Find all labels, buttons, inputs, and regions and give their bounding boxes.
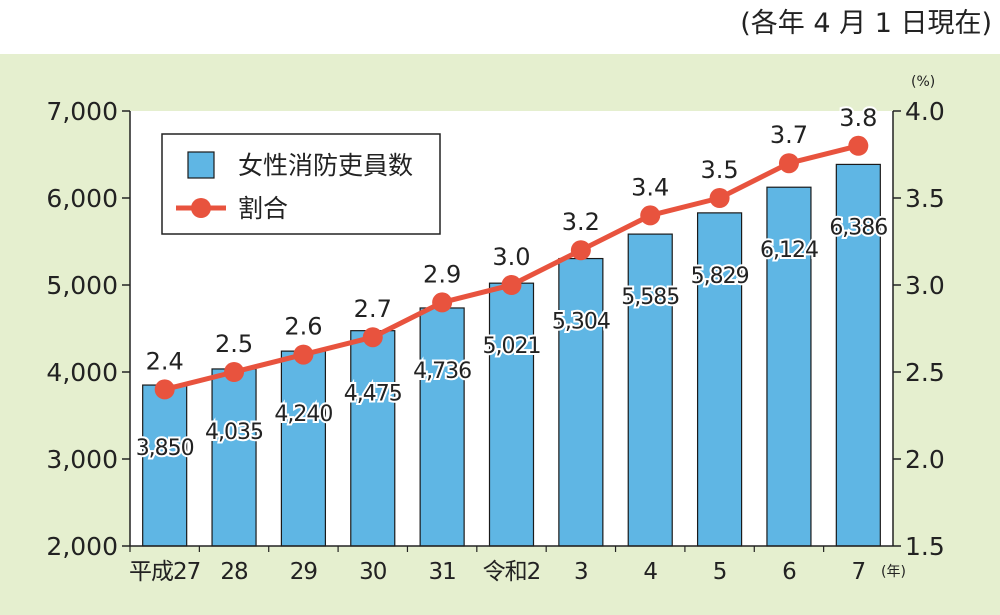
ratio-value-label: 2.5 [215,330,253,358]
bar-value-label: 5,829 [691,264,749,289]
bar [419,307,465,547]
x-tick-label: 7 [851,559,865,585]
x-tick-label: 5 [713,559,727,585]
bar [558,257,604,547]
right-axis-unit: (%) [911,74,935,90]
bar-value-label: 4,035 [205,420,263,445]
x-tick-label: 3 [574,559,588,585]
x-tick-label: 28 [220,559,248,585]
right-tick-label: 2.0 [905,445,945,474]
bar [211,368,257,547]
right-tick-label: 4.0 [905,97,945,126]
ratio-marker [154,379,175,400]
chart: 3,850 4,035 4,240 4,475 4,736 5,021 5,304 5,585… [0,54,1000,615]
ratio-marker [778,153,799,174]
bar-value-label: 4,475 [344,382,402,407]
bar-value-label: 4,240 [274,402,332,427]
ratio-marker [570,240,591,261]
bar-value-label: 5,585 [621,285,679,310]
ratio-value-label: 2.7 [354,295,392,323]
x-tick-label: 6 [782,559,796,585]
bar-value-label: 3,850 [136,436,194,461]
ratio-value-label: 2.6 [284,313,322,341]
x-tick-label: 29 [290,559,318,585]
bar [142,384,188,547]
ratio-marker [224,362,245,382]
x-tick-label: 4 [643,559,657,585]
ratio-value-label: 3.2 [562,208,600,236]
ratio-value-label: 3.4 [631,173,669,201]
left-tick-label: 4,000 [46,358,118,387]
ratio-marker [362,327,383,348]
bar [280,350,327,547]
bar [488,282,535,547]
ratio-marker [293,344,314,365]
right-tick-label: 3.5 [905,184,945,213]
left-tick-label: 7,000 [46,97,118,126]
bar [835,163,881,547]
left-tick-label: 2,000 [46,532,118,561]
left-tick-label: 5,000 [46,271,118,300]
x-tick-label: 令和2 [483,559,541,585]
legend-bar-label: 女性消防吏員数 [238,151,413,180]
left-tick-label: 6,000 [46,184,118,213]
ratio-marker [848,135,869,156]
ratio-marker [709,188,730,208]
x-tick-label: 平成27 [129,559,200,585]
ratio-value-label: 3.7 [770,121,808,149]
bar [627,233,673,547]
ratio-value-label: 3.8 [839,104,877,132]
ratio-marker [501,275,522,295]
right-tick-label: 2.5 [905,358,945,387]
chart-panel: 3,850 4,035 4,240 4,475 4,736 5,021 5,304 5,585… [0,54,1000,615]
bar-value-label: 6,386 [829,215,887,240]
x-axis-unit: (年) [881,564,906,580]
date-note: (各年 4 月 1 日現在) [740,8,992,39]
right-tick-label: 3.0 [905,271,945,300]
legend-line-label: 割合 [238,194,288,223]
legend-bar-swatch [187,151,215,179]
ratio-marker [640,205,661,226]
ratio-value-label: 3.0 [492,243,530,271]
x-tick-label: 30 [359,559,387,585]
bar-value-label: 5,021 [483,334,541,359]
bar [350,330,396,547]
bar-value-label: 6,124 [760,238,818,263]
bar [696,212,743,547]
x-tick-label: 31 [428,559,455,585]
ratio-value-label: 2.9 [423,260,461,288]
legend-box [161,133,441,235]
bar-value-label: 4,736 [413,359,471,384]
legend-line-marker [191,198,211,218]
ratio-value-label: 2.4 [146,347,184,375]
right-tick-label: 1.5 [905,532,945,561]
ratio-marker [432,292,453,313]
left-tick-label: 3,000 [46,445,118,474]
bar-value-label: 5,304 [552,310,610,335]
ratio-value-label: 3.5 [701,156,739,184]
